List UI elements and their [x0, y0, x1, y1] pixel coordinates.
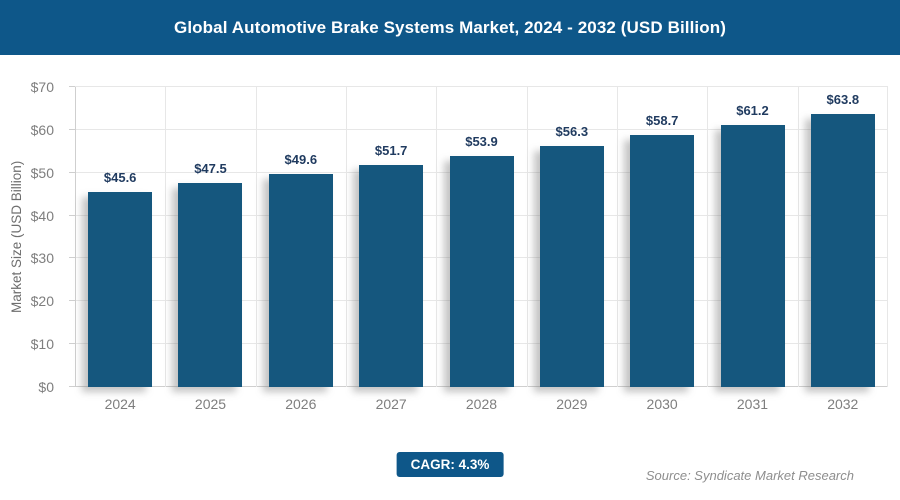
bar-value-label: $49.6	[284, 152, 318, 168]
x-tick-label: 2026	[285, 396, 317, 412]
plot-area: $45.6 $47.5 $49.6 $51.7 $53.9 $56.3 $58.7 $61.2…	[69, 86, 888, 387]
bar	[449, 156, 514, 387]
y-tick-mark	[69, 128, 75, 130]
bar-value-label: $51.7	[374, 143, 408, 159]
y-tick-mark	[69, 300, 75, 302]
x-axis-tick-labels: 2024 2025 2026 2027 2028 2029 2030 2031 2032	[75, 396, 888, 412]
cagr-label: CAGR: 4.3%	[410, 457, 490, 472]
y-tick-label: $10	[30, 336, 54, 353]
gridline-horizontal	[75, 128, 888, 130]
y-tick-label: $50	[30, 164, 54, 181]
y-tick-label: $30	[30, 250, 54, 267]
gridline-vertical	[345, 87, 347, 387]
bar	[810, 113, 875, 387]
title-bar: Global Automotive Brake Systems Market, …	[0, 0, 900, 55]
bar	[359, 165, 424, 387]
gridline-vertical	[165, 87, 167, 387]
bar-value-label: $53.9	[465, 134, 498, 149]
y-tick-mark	[69, 86, 75, 87]
x-tick-label: 2032	[827, 396, 859, 412]
bar	[268, 174, 333, 387]
gridline-horizontal	[75, 86, 888, 87]
bar	[539, 145, 604, 387]
bar-value-label: $58.7	[645, 113, 679, 129]
gridline-vertical	[436, 87, 438, 387]
gridline-vertical	[887, 87, 888, 387]
gridline-vertical	[707, 87, 709, 387]
x-tick-label: 2027	[375, 396, 407, 412]
chart-title: Global Automotive Brake Systems Market, …	[174, 17, 726, 37]
gridline-vertical	[616, 87, 618, 387]
bar-value-label: $61.2	[736, 102, 769, 118]
y-tick-label: $40	[30, 207, 54, 224]
gridline-vertical	[526, 87, 528, 387]
bar-value-label: $56.3	[555, 123, 589, 139]
x-tick-label: 2031	[736, 396, 769, 412]
y-tick-label: $70	[30, 79, 54, 95]
source-text: Source: Syndicate Market Research	[645, 468, 854, 483]
x-tick-label: 2025	[194, 396, 227, 412]
y-tick-label: $0	[38, 379, 54, 395]
x-tick-label: 2029	[556, 396, 588, 412]
y-tick-label: $20	[30, 293, 54, 310]
y-axis-tick-labels: $0 $10 $20 $30 $40 $50 $60 $70	[0, 79, 64, 395]
bar	[88, 191, 153, 387]
cagr-badge: CAGR: 4.3%	[396, 452, 504, 477]
y-tick-mark	[69, 257, 75, 259]
bar-value-label: $47.5	[194, 161, 227, 177]
x-tick-label: 2024	[104, 396, 136, 412]
y-tick-label: $60	[30, 121, 54, 138]
x-tick-label: 2030	[646, 396, 678, 412]
bar-value-label: $63.8	[826, 91, 860, 107]
bar	[720, 124, 785, 387]
y-tick-mark	[69, 386, 75, 387]
gridline-vertical	[797, 87, 799, 387]
y-tick-mark	[69, 171, 75, 173]
gridline-vertical	[75, 87, 76, 387]
x-tick-label: 2028	[465, 396, 498, 412]
bar	[630, 135, 695, 387]
bar-value-label: $45.6	[103, 169, 137, 185]
y-tick-mark	[69, 343, 75, 345]
gridline-vertical	[255, 87, 257, 387]
bar	[178, 183, 243, 387]
y-tick-mark	[69, 214, 75, 216]
